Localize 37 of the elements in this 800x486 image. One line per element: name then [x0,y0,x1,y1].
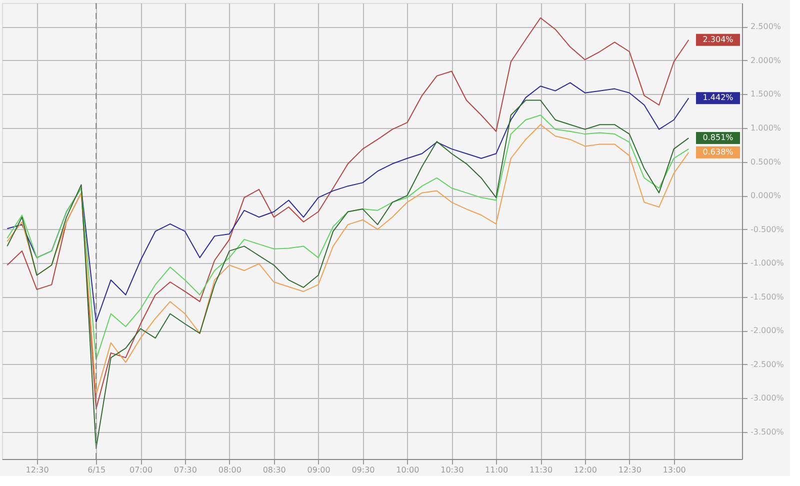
line-series [6,82,690,322]
x-tick-label: 12:30 [26,466,49,474]
data-label: 2.304% [702,34,734,44]
y-tick-label: -1.500% [750,292,784,302]
y-tick-label: 1.000% [750,123,782,132]
x-tick-label: 09:00 [307,466,330,474]
x-tick-label: 07:00 [129,466,153,474]
data-label: 1.442% [702,93,734,102]
line-series [6,124,690,396]
x-tick-label: 07:30 [174,466,197,474]
y-tick-label: 0.000% [750,191,782,200]
x-tick-label: 13:00 [662,466,686,474]
line-series [6,17,690,410]
y-tick-label: -2.500% [750,360,784,369]
data-label: 0.851% [702,133,734,142]
x-tick-label: 08:30 [262,466,286,474]
x-tick-label: 6/15 [88,466,106,474]
x-tick-label: 10:30 [440,466,464,474]
x-tick-label: 11:30 [529,466,553,474]
x-tick-label: 08:00 [218,466,242,474]
x-tick-label: 09:30 [352,466,375,474]
x-tick-label: 12:00 [574,466,597,474]
y-tick-label: -3.500% [750,427,784,436]
y-tick-label: 2.500% [750,22,782,32]
data-label: 0.638% [702,147,734,156]
y-tick-label: -1.000% [750,258,784,268]
y-tick-label: 1.500% [750,90,782,99]
y-tick-label: 2.000% [750,56,782,65]
line-series [6,100,690,449]
y-tick-label: -2.000% [750,326,784,336]
x-tick-label: 10:00 [396,466,420,474]
y-tick-label: -3.000% [750,394,784,403]
line-series [6,114,690,360]
y-tick-label: -0.500% [750,224,784,234]
x-tick-label: 12:30 [618,466,642,474]
y-tick-label: 0.500% [750,157,782,166]
x-tick-label: 11:00 [485,466,508,474]
